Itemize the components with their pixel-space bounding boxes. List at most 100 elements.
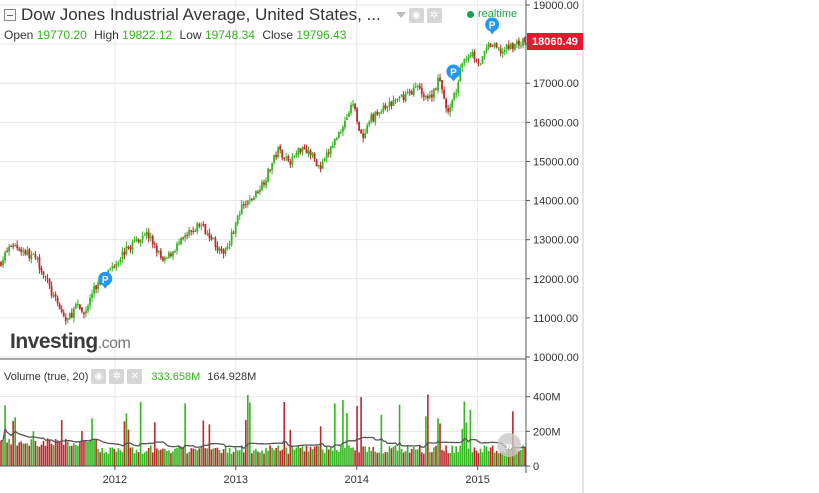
volume-bar [427, 394, 429, 466]
volume-bar [66, 441, 69, 466]
ohlc-readout: Open 19770.20 High 19822.12 Low 19748.34… [4, 28, 350, 42]
candle-body [388, 101, 391, 107]
volume-bar [431, 452, 433, 466]
candle-body [481, 56, 484, 64]
candles[interactable] [0, 36, 526, 325]
volume-bar [295, 447, 298, 466]
candle-body [350, 104, 352, 113]
volume-bar [68, 445, 71, 466]
candle-body [117, 262, 120, 264]
candle-body [250, 198, 253, 200]
candle-body [14, 245, 17, 247]
candle-body [60, 308, 63, 312]
candle-body [380, 111, 383, 113]
candle-body [188, 229, 191, 236]
candle-body [457, 82, 460, 93]
volume-value: 333.658M [151, 370, 201, 383]
candle-body [26, 250, 29, 256]
candle-body [127, 247, 130, 249]
marker-p[interactable]: P [98, 271, 113, 289]
volume-bar [305, 445, 308, 466]
candle-body [224, 247, 227, 254]
candle-body [400, 94, 403, 97]
markers[interactable]: P P P [98, 17, 500, 289]
volume-bar [514, 446, 516, 466]
candle-body [339, 132, 342, 134]
volume-bar [129, 447, 132, 466]
candle-body [8, 246, 11, 252]
candle-body [85, 310, 87, 314]
volume-bar [143, 452, 146, 466]
candle-body [93, 286, 95, 294]
candle-body [390, 101, 393, 106]
marker-p[interactable]: P [485, 17, 500, 35]
chart-title: Dow Jones Industrial Average, United Sta… [21, 5, 381, 24]
volume-bar [518, 450, 520, 466]
eye-icon[interactable]: ◉ [91, 369, 107, 384]
volume-bar [327, 449, 330, 466]
volume-bar [370, 450, 373, 466]
x-tick-label: 2013 [224, 474, 248, 486]
candle-body [228, 244, 231, 246]
volume-bar [240, 445, 243, 466]
candle-body [141, 235, 144, 240]
volume-bar [471, 452, 474, 466]
candle-body [267, 168, 269, 182]
candle-body [503, 50, 506, 52]
volume-bar [40, 444, 43, 466]
settings-icon[interactable]: ✲ [426, 7, 442, 23]
volume-bar [473, 447, 476, 466]
volume-bar [388, 446, 391, 466]
collapse-box-icon[interactable] [4, 9, 16, 21]
dropdown-triangle-icon[interactable] [395, 12, 406, 18]
volume-bar [334, 403, 336, 466]
candle-body [242, 204, 245, 206]
candle-body [513, 43, 516, 50]
volume-bar [176, 447, 178, 466]
volume-bar [238, 450, 241, 466]
candle-body [335, 137, 338, 140]
candle-body [220, 248, 223, 251]
candle-body [392, 99, 395, 106]
settings-icon[interactable]: ✲ [109, 369, 125, 384]
candle-body [36, 258, 39, 260]
volume-bar [251, 453, 253, 466]
candle-body [360, 130, 363, 134]
candle-body [275, 155, 278, 158]
candle-body [394, 100, 397, 102]
volume-bar [376, 452, 379, 466]
volume-bar [198, 448, 201, 466]
candle-body [311, 153, 314, 156]
candle-body [435, 88, 437, 90]
volume-bar [267, 450, 269, 466]
volume-bar [392, 446, 395, 466]
volume-bar [60, 419, 63, 466]
candle-body [208, 232, 211, 238]
volume-bar [166, 450, 168, 466]
candle-body [214, 238, 217, 248]
realtime-label: realtime [478, 8, 518, 20]
title-controls: ◉ ✲ [395, 7, 442, 23]
candle-body [483, 51, 486, 56]
volume-bars[interactable] [0, 394, 526, 466]
candle-body [277, 146, 280, 158]
volume-bar [400, 449, 403, 466]
candle-body [259, 189, 261, 193]
close-icon[interactable]: ✕ [127, 369, 143, 384]
candle-body [236, 215, 239, 224]
candle-body [48, 279, 51, 286]
candle-body [301, 146, 304, 152]
ohlc-low-value: 19748.34 [204, 28, 255, 42]
scroll-right-icon[interactable]: » [497, 433, 521, 457]
volume-bar [483, 445, 486, 466]
volume-bar [477, 453, 480, 466]
volume-bar [291, 445, 294, 466]
volume-bar [429, 452, 431, 466]
volume-bar [194, 448, 197, 466]
volume-bar [56, 440, 59, 466]
candle-body [408, 91, 411, 93]
marker-p[interactable]: P [446, 64, 461, 82]
eye-icon[interactable]: ◉ [408, 7, 424, 23]
candle-body [520, 45, 522, 47]
